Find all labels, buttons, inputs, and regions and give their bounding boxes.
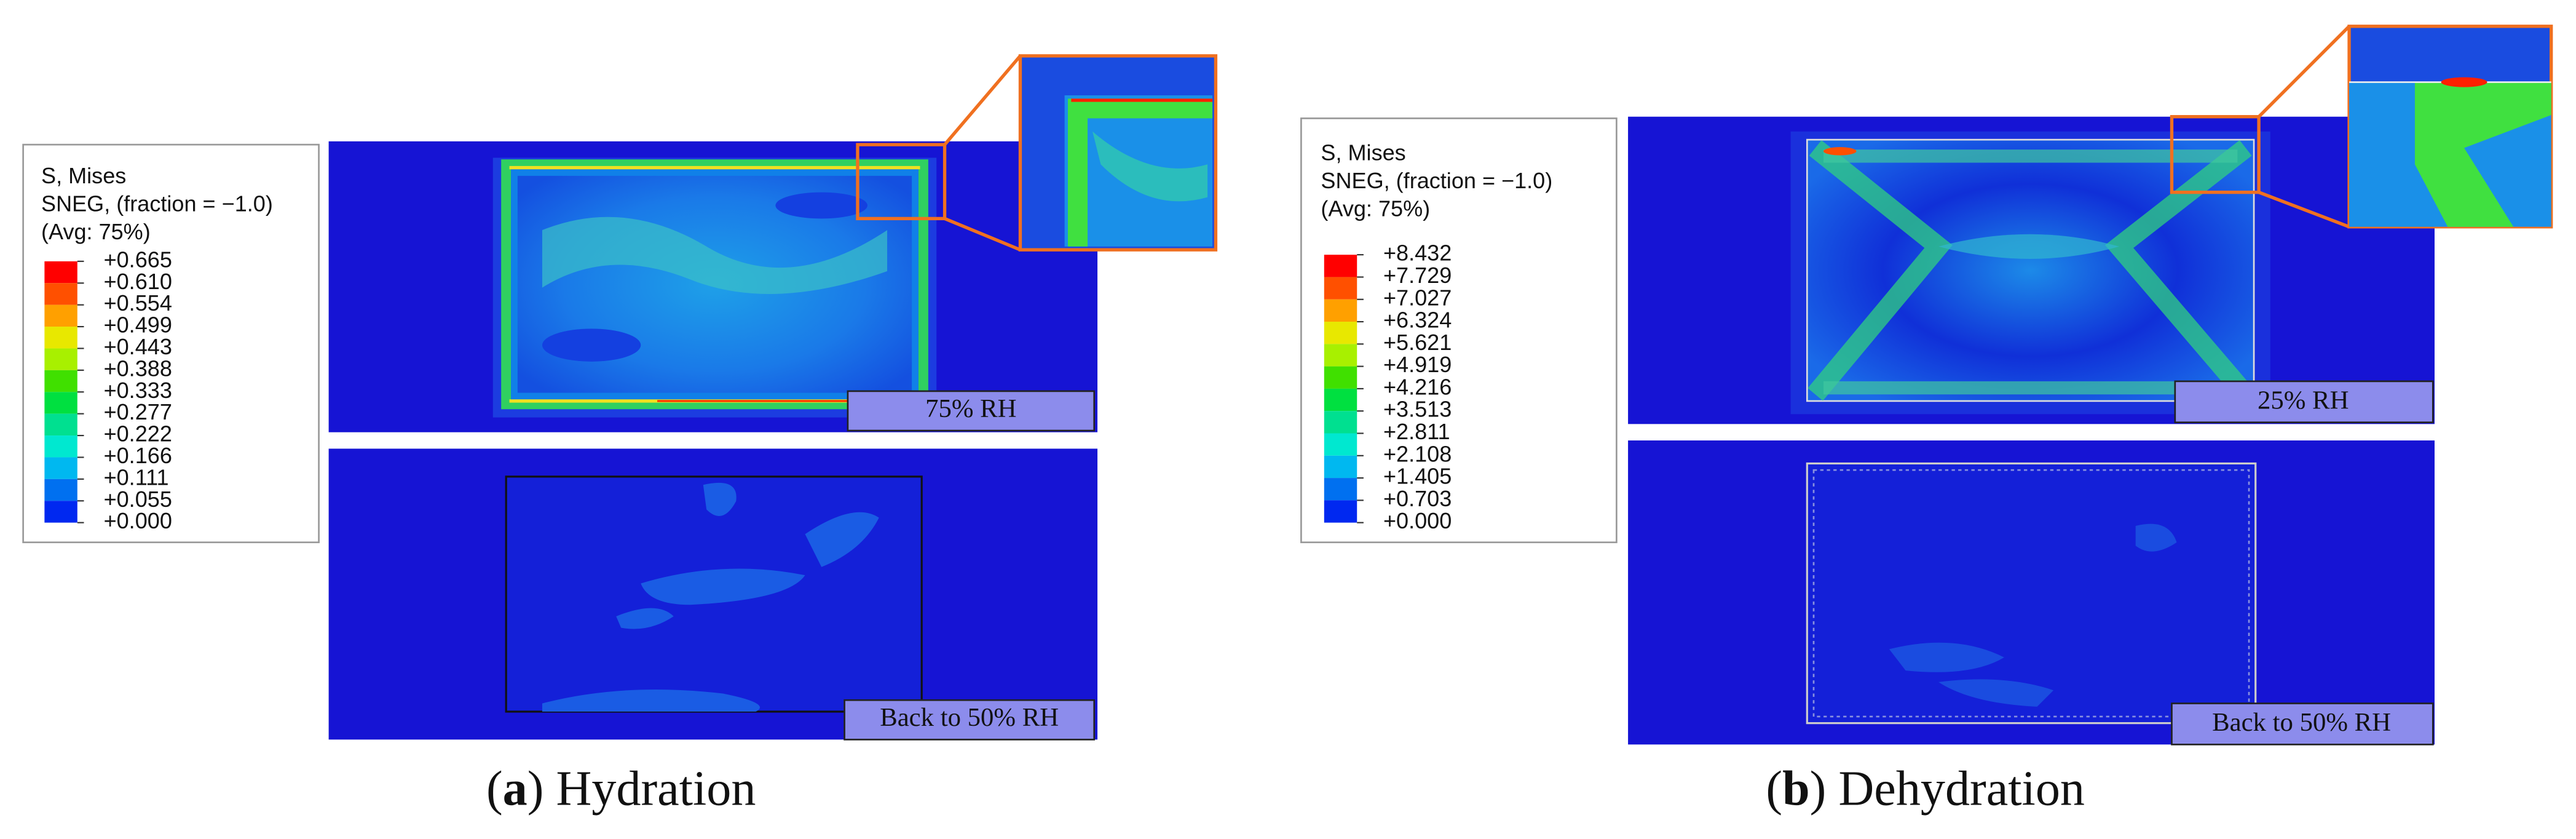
caption-part: (	[1766, 762, 1782, 816]
legend-value: +3.513	[1383, 397, 1452, 422]
condition-label: 25% RH	[2258, 386, 2349, 415]
legend-value: +0.665	[104, 247, 172, 272]
plot-b-top	[1628, 25, 2553, 424]
legend-value: +8.432	[1383, 241, 1452, 266]
legend-value: +0.111	[104, 464, 169, 490]
legend-title: S, Mises	[41, 163, 126, 188]
plot-a-bottom	[328, 448, 1098, 741]
legend-color-band	[44, 283, 77, 305]
legend-value: +0.222	[104, 421, 172, 447]
legend-color-band	[1324, 500, 1357, 523]
legend-color-band	[44, 370, 77, 392]
legend-value: +7.729	[1383, 263, 1452, 288]
legend-color-band	[1324, 433, 1357, 456]
legend-value: +0.443	[104, 334, 172, 359]
legend-value: +0.499	[104, 312, 172, 338]
legend-color-band	[1324, 344, 1357, 367]
condition-label: 75% RH	[925, 394, 1016, 423]
legend-color-band	[1324, 255, 1357, 277]
legend-title: SNEG, (fraction = −1.0)	[41, 191, 273, 217]
legend-color-band	[1324, 277, 1357, 300]
legend-value: +0.610	[104, 269, 172, 294]
legend-value: +5.621	[1383, 330, 1452, 355]
caption-part: ) Dehydration	[1810, 762, 2085, 816]
caption-part: a	[503, 762, 527, 816]
legend-value: +2.108	[1383, 441, 1452, 466]
plot-a-top	[328, 54, 1218, 432]
caption: (a) Hydration	[486, 762, 756, 816]
legend-color-band	[1324, 299, 1357, 322]
caption: (b) Dehydration	[1766, 762, 2085, 816]
legend-value: +0.000	[104, 508, 172, 533]
legend-color-band	[44, 261, 77, 284]
legend-title: S, Mises	[1321, 140, 1405, 165]
legend-value: +0.554	[104, 290, 172, 316]
legend-value: +2.811	[1383, 419, 1450, 444]
legend-value: +0.388	[104, 356, 172, 381]
legend-color-band	[1324, 388, 1357, 412]
legend-title: SNEG, (fraction = −1.0)	[1321, 168, 1552, 193]
legend-value: +0.166	[104, 443, 172, 468]
legend-title: (Avg: 75%)	[41, 219, 151, 244]
legend-color-band	[44, 413, 77, 436]
legend-value: +0.333	[104, 378, 172, 403]
legend-color-band	[1324, 322, 1357, 344]
legend-color-band	[44, 479, 77, 501]
legend-value: +7.027	[1383, 285, 1452, 310]
legend-value: +1.405	[1383, 464, 1452, 489]
legend-value: +4.216	[1383, 374, 1452, 399]
legend-color-band	[1324, 411, 1357, 434]
caption-part: b	[1782, 762, 1810, 816]
caption-part: (	[486, 762, 503, 816]
caption-part: ) Hydration	[527, 762, 756, 816]
legend-color-band	[44, 327, 77, 349]
legend-color-band	[44, 392, 77, 414]
legend-color-band	[1324, 478, 1357, 501]
legend-color-band	[44, 501, 77, 523]
legend-color-band	[44, 457, 77, 479]
legend-color-band	[1324, 366, 1357, 389]
legend-value: +0.703	[1383, 486, 1452, 511]
legend-color-band	[44, 435, 77, 458]
legend-value: +0.000	[1383, 508, 1452, 533]
legend-value: +4.919	[1383, 352, 1452, 377]
legend-color-band	[1324, 455, 1357, 479]
plot-b-bottom	[1628, 440, 2435, 746]
legend-title: (Avg: 75%)	[1321, 196, 1430, 221]
legend-value: +0.277	[104, 399, 172, 424]
legend-value: +0.055	[104, 487, 172, 512]
legend-color-band	[44, 304, 77, 327]
legend-value: +6.324	[1383, 308, 1452, 333]
condition-label: Back to 50% RH	[880, 703, 1059, 732]
condition-label: Back to 50% RH	[2212, 708, 2391, 737]
legend-color-band	[44, 348, 77, 370]
